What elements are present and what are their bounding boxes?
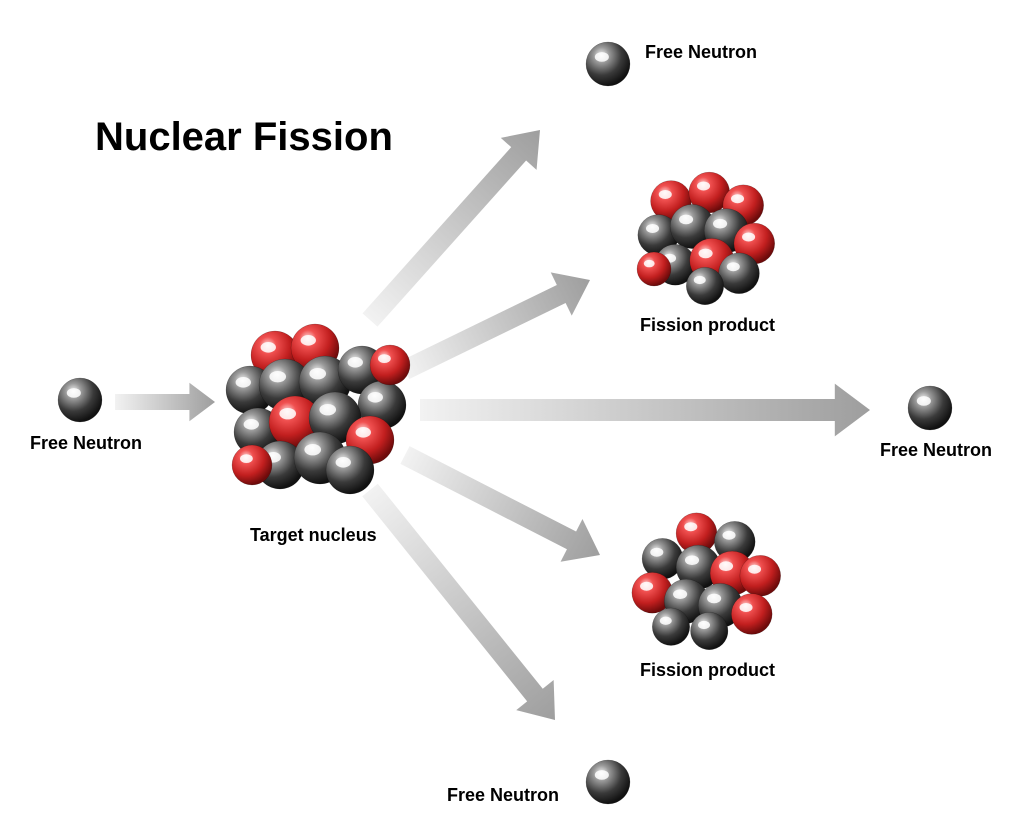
label-fission-product-top: Fission product xyxy=(640,315,775,336)
fn-bottom xyxy=(586,760,630,804)
label-free-neutron-bottom: Free Neutron xyxy=(447,785,559,806)
label-free-neutron-incoming: Free Neutron xyxy=(30,433,142,454)
fn-right xyxy=(908,386,952,430)
diagram-canvas: Nuclear Fission Free Neutron Target nucl… xyxy=(0,0,1024,837)
target-nucleus-cluster xyxy=(226,324,410,494)
label-free-neutron-right: Free Neutron xyxy=(880,440,992,461)
fn-incoming xyxy=(58,378,102,422)
arrow-out-mid xyxy=(420,384,870,437)
label-target-nucleus: Target nucleus xyxy=(250,525,377,546)
fission-product-bottom-cluster xyxy=(632,513,781,650)
arrow-in xyxy=(115,383,215,421)
label-free-neutron-top: Free Neutron xyxy=(645,42,757,63)
fn-top xyxy=(586,42,630,86)
diagram-title: Nuclear Fission xyxy=(95,115,393,160)
fission-product-top-cluster xyxy=(637,172,775,305)
label-fission-product-bottom: Fission product xyxy=(640,660,775,681)
arrow-out-up xyxy=(395,258,601,391)
